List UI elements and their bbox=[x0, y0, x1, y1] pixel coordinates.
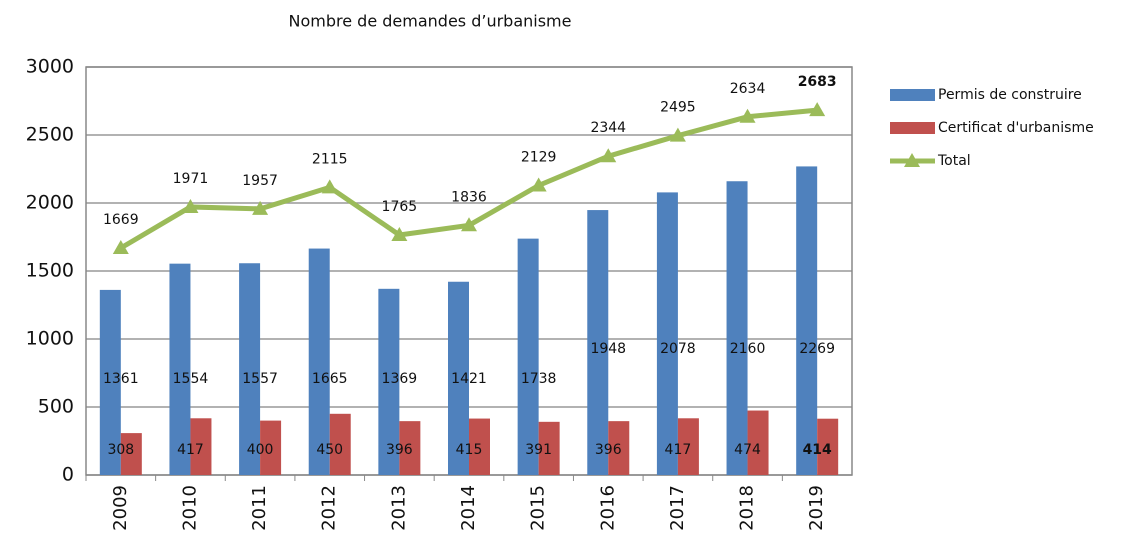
legend-swatch bbox=[890, 89, 935, 101]
bar bbox=[517, 238, 539, 475]
data-label: 308 bbox=[107, 442, 134, 458]
data-label: 1421 bbox=[451, 371, 487, 387]
x-tick-label: 2014 bbox=[458, 485, 479, 531]
data-label: 2495 bbox=[660, 100, 696, 116]
x-tick-label: 2015 bbox=[528, 485, 549, 531]
bar bbox=[448, 281, 469, 475]
y-tick-label: 1000 bbox=[26, 328, 74, 350]
data-label: 1971 bbox=[173, 171, 209, 187]
x-tick-label: 2016 bbox=[597, 485, 618, 531]
x-tick-label: 2011 bbox=[249, 485, 270, 531]
x-tick-label: 2010 bbox=[179, 485, 200, 531]
marker bbox=[321, 179, 338, 194]
bar bbox=[817, 418, 839, 475]
data-label: 400 bbox=[247, 442, 274, 458]
marker bbox=[809, 102, 826, 117]
marker bbox=[391, 226, 408, 241]
marker bbox=[600, 148, 617, 163]
bar bbox=[677, 418, 699, 475]
data-label: 396 bbox=[386, 442, 413, 458]
x-tick-label: 2013 bbox=[388, 485, 409, 531]
data-label: 2634 bbox=[730, 81, 766, 97]
data-label: 415 bbox=[456, 442, 483, 458]
data-label: 414 bbox=[803, 442, 832, 458]
data-label: 1361 bbox=[103, 371, 139, 387]
bar bbox=[239, 263, 261, 475]
data-label: 1665 bbox=[312, 371, 348, 387]
data-label: 391 bbox=[525, 442, 552, 458]
bar bbox=[747, 410, 769, 475]
data-label: 2129 bbox=[521, 149, 557, 165]
legend-label: Permis de construire bbox=[938, 87, 1082, 103]
data-label: 417 bbox=[665, 442, 692, 458]
data-label: 1738 bbox=[521, 371, 557, 387]
marker bbox=[252, 200, 269, 215]
data-label: 1554 bbox=[173, 371, 209, 387]
data-label: 2078 bbox=[660, 341, 696, 357]
marker bbox=[669, 127, 686, 142]
y-tick-label: 0 bbox=[62, 464, 74, 486]
marker bbox=[739, 108, 756, 123]
data-label: 417 bbox=[177, 442, 204, 458]
data-label: 2344 bbox=[590, 120, 626, 136]
marker bbox=[530, 177, 547, 192]
y-tick-label: 2000 bbox=[26, 192, 74, 214]
data-label: 1836 bbox=[451, 189, 487, 205]
x-tick-label: 2018 bbox=[737, 485, 758, 531]
bar bbox=[587, 210, 609, 475]
y-tick-label: 2500 bbox=[26, 124, 74, 146]
data-label: 1369 bbox=[382, 371, 418, 387]
bar bbox=[608, 421, 630, 475]
bar bbox=[329, 413, 351, 475]
legend-label: Certificat d'urbanisme bbox=[938, 120, 1094, 136]
data-label: 396 bbox=[595, 442, 622, 458]
data-label: 1765 bbox=[382, 199, 418, 215]
bar bbox=[308, 248, 330, 475]
x-tick-label: 2009 bbox=[110, 485, 131, 531]
marker bbox=[461, 217, 477, 232]
x-tick-label: 2019 bbox=[806, 485, 827, 531]
bar bbox=[726, 181, 748, 476]
data-label: 2683 bbox=[798, 74, 837, 90]
bar bbox=[378, 288, 400, 475]
data-label: 450 bbox=[316, 442, 343, 458]
marker bbox=[182, 198, 199, 213]
chart-title: Nombre de demandes d’urbanisme bbox=[289, 12, 572, 31]
data-label: 2269 bbox=[799, 341, 835, 357]
bar bbox=[260, 420, 282, 475]
bar bbox=[796, 166, 818, 475]
bar bbox=[169, 263, 191, 475]
data-label: 474 bbox=[734, 442, 761, 458]
bar bbox=[190, 418, 212, 475]
x-tick-label: 2017 bbox=[667, 485, 688, 531]
marker bbox=[112, 240, 129, 255]
legend-swatch bbox=[890, 122, 935, 134]
data-label: 1557 bbox=[242, 371, 278, 387]
bar bbox=[538, 421, 560, 475]
bar bbox=[469, 418, 490, 475]
y-tick-label: 1500 bbox=[26, 260, 74, 282]
bar bbox=[656, 192, 678, 475]
data-label: 1669 bbox=[103, 212, 139, 228]
data-label: 2115 bbox=[312, 151, 348, 167]
y-tick-label: 500 bbox=[38, 396, 74, 418]
data-label: 2160 bbox=[730, 341, 766, 357]
bar bbox=[99, 289, 121, 475]
bar bbox=[120, 433, 142, 475]
legend-label: Total bbox=[937, 153, 971, 169]
bar bbox=[399, 421, 421, 475]
data-label: 1957 bbox=[242, 173, 278, 189]
x-tick-label: 2012 bbox=[319, 485, 340, 531]
data-label: 1948 bbox=[590, 341, 626, 357]
y-tick-label: 3000 bbox=[26, 56, 74, 78]
legend-swatch bbox=[904, 153, 920, 167]
